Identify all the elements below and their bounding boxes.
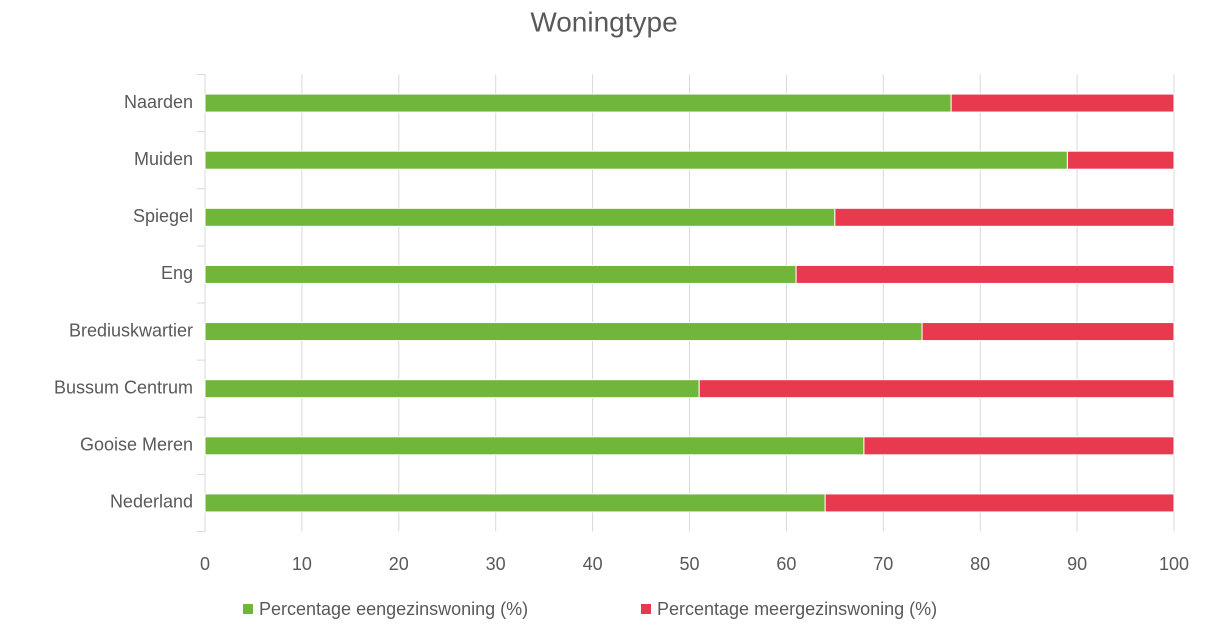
- legend-label: Percentage eengezinswoning (%): [259, 599, 528, 619]
- x-tick-label: 40: [583, 554, 603, 574]
- bar: [204, 493, 826, 513]
- y-tick-label: Nederland: [110, 492, 193, 512]
- y-tick-label: Gooise Meren: [80, 435, 193, 455]
- x-tick-label: 100: [1159, 554, 1189, 574]
- legend-label: Percentage meergezinswoning (%): [657, 599, 937, 619]
- bar: [1066, 150, 1175, 170]
- x-tick-label: 70: [873, 554, 893, 574]
- bar: [834, 207, 1175, 227]
- legend-swatch: [243, 604, 253, 614]
- x-tick-label: 30: [486, 554, 506, 574]
- bar: [204, 379, 700, 399]
- bar: [204, 207, 836, 227]
- bar: [204, 436, 865, 456]
- x-tick-label: 10: [292, 554, 312, 574]
- bar: [863, 436, 1175, 456]
- bar: [204, 93, 952, 113]
- chart-title: Woningtype: [530, 6, 677, 37]
- legend-swatch: [641, 604, 651, 614]
- bar: [824, 493, 1175, 513]
- x-tick-label: 80: [970, 554, 990, 574]
- y-tick-label: Muiden: [134, 149, 193, 169]
- x-tick-label: 20: [389, 554, 409, 574]
- bar: [698, 379, 1175, 399]
- bar: [204, 150, 1068, 170]
- x-tick-label: 50: [679, 554, 699, 574]
- bar: [950, 93, 1175, 113]
- x-tick-label: 60: [776, 554, 796, 574]
- bar: [795, 264, 1175, 284]
- y-tick-label: Eng: [161, 263, 193, 283]
- y-tick-label: Naarden: [124, 92, 193, 112]
- y-tick-label: Brediuskwartier: [69, 320, 193, 340]
- bar: [921, 322, 1175, 342]
- y-tick-label: Spiegel: [133, 206, 193, 226]
- x-tick-label: 90: [1067, 554, 1087, 574]
- bar: [204, 264, 797, 284]
- x-tick-label: 0: [200, 554, 210, 574]
- y-tick-label: Bussum Centrum: [54, 377, 193, 397]
- bar: [204, 322, 923, 342]
